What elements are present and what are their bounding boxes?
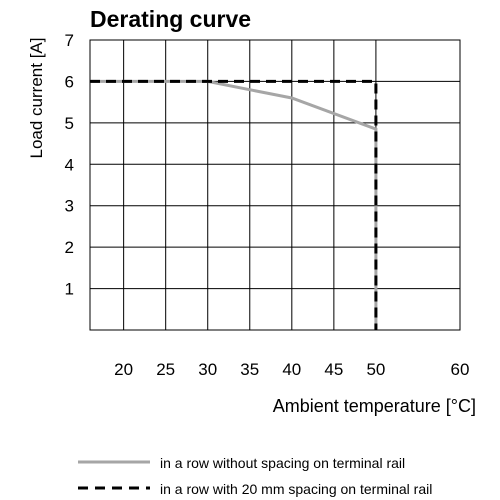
- x-tick-labels: 20 25 30 35 40 45 50 60: [114, 360, 469, 379]
- y-tick-label: 3: [65, 197, 74, 216]
- x-tick-label: 25: [156, 360, 175, 379]
- x-tick-label: 45: [324, 360, 343, 379]
- x-tick-label: 30: [198, 360, 217, 379]
- x-axis-label: Ambient temperature [°C]: [273, 396, 476, 416]
- y-tick-label: 6: [65, 72, 74, 91]
- legend: in a row without spacing on terminal rai…: [78, 455, 432, 497]
- series-layer: [90, 79, 378, 330]
- y-tick-labels: 1 2 3 4 5 6 7: [65, 31, 74, 299]
- x-tick-label: 40: [282, 360, 301, 379]
- y-tick-label: 5: [65, 114, 74, 133]
- x-tick-label: 20: [114, 360, 133, 379]
- x-tick-label: 50: [366, 360, 385, 379]
- y-tick-label: 2: [65, 238, 74, 257]
- y-axis-label: Load current [A]: [27, 38, 46, 159]
- plot-frame: [89, 39, 461, 331]
- series-line-dashed: [90, 79, 378, 330]
- x-tick-label: 60: [451, 360, 470, 379]
- chart-title: Derating curve: [90, 6, 251, 32]
- y-tick-label: 7: [65, 31, 74, 50]
- grid: [89, 39, 461, 331]
- y-tick-label: 4: [65, 155, 74, 174]
- legend-label-dashed: in a row with 20 mm spacing on terminal …: [160, 481, 432, 497]
- legend-label-solid: in a row without spacing on terminal rai…: [160, 455, 405, 471]
- x-tick-label: 35: [240, 360, 259, 379]
- y-tick-label: 1: [65, 280, 74, 299]
